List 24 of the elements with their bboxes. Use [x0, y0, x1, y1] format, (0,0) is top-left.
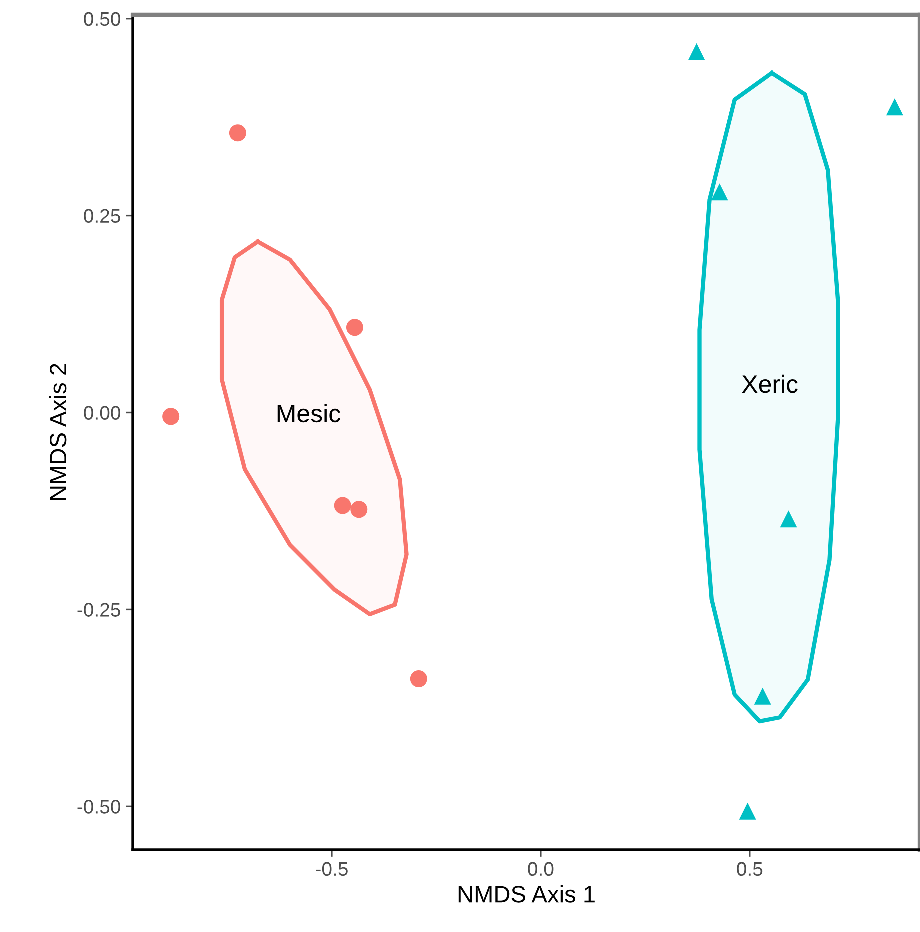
point [346, 319, 364, 336]
series-label: Xeric [742, 374, 798, 394]
point [410, 670, 428, 688]
point [711, 184, 728, 201]
point [229, 124, 246, 142]
series-label: Mesic [278, 404, 340, 423]
y-tick-label: 0.25 [84, 209, 120, 224]
point [780, 510, 798, 528]
point [350, 501, 368, 518]
y-tick-label: 0.00 [84, 406, 120, 420]
point [739, 802, 756, 820]
y-tick-label: -0.50 [78, 800, 120, 814]
x-tick-label: 0.0 [528, 862, 554, 876]
x-tick-label: 0.5 [737, 862, 763, 876]
point [162, 408, 180, 426]
y-tick-label: 0.50 [84, 12, 120, 26]
point [334, 497, 352, 514]
point [886, 98, 904, 116]
y-tick-label: -0.25 [78, 603, 120, 617]
x-axis-title: NMDS Axis 1 [458, 885, 595, 903]
x-tick-label: -0.5 [316, 862, 348, 876]
y-axis-title: NMDS Axis 2 [49, 364, 67, 500]
point [688, 43, 706, 60]
point [754, 688, 772, 705]
